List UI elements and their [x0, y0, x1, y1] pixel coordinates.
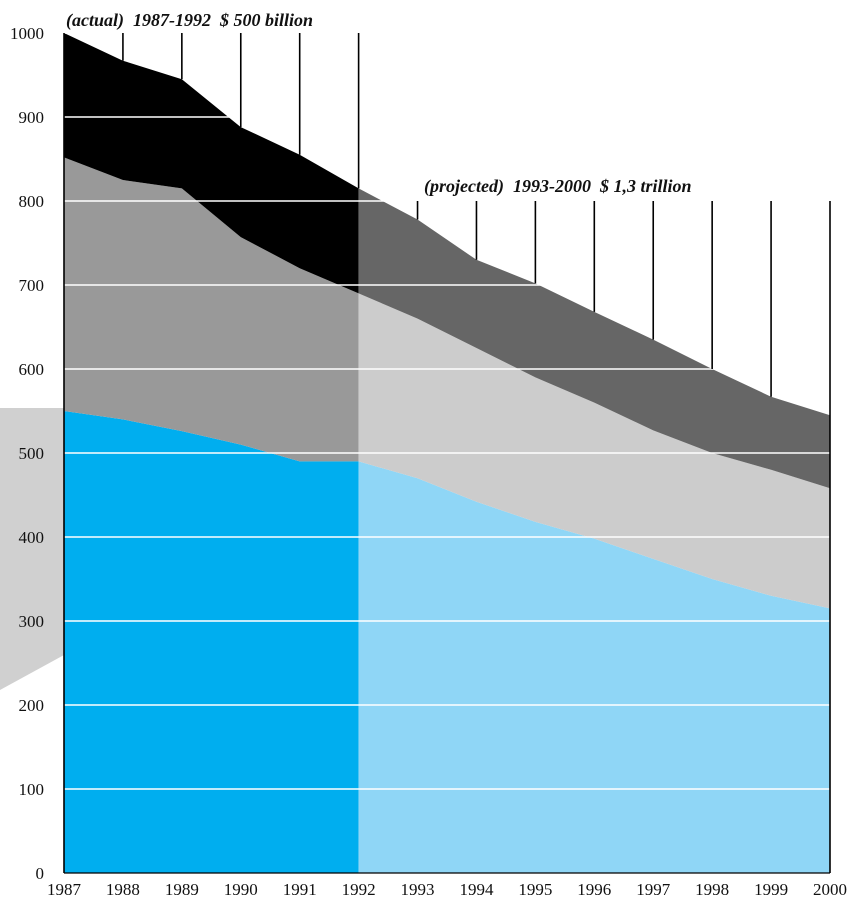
x-tick-label-1995: 1995: [518, 880, 552, 899]
projected-annotation: (projected) 1993-2000 $ 1,3 trillion: [424, 176, 691, 197]
y-tick-label-700: 700: [19, 276, 45, 295]
x-tick-label-1993: 1993: [401, 880, 435, 899]
x-tick-label-1997: 1997: [636, 880, 671, 899]
y-tick-label-900: 900: [19, 108, 45, 127]
gridlines: [64, 32, 830, 790]
area-layer-1-projected: [358, 461, 830, 873]
area-layer-2-actual: [64, 157, 359, 462]
area-layer-3-projected: [358, 188, 830, 489]
area-layer-1-actual: [64, 411, 359, 873]
actual-annotation: (actual) 1987-1992 $ 500 billion: [66, 10, 313, 31]
y-tick-label-200: 200: [19, 696, 45, 715]
x-axis-labels: 1987 1988 1989 1990 1991 1992 1993 1994 1995 1996…: [47, 880, 847, 899]
decorative-gray-wedge: [0, 408, 64, 690]
y-tick-label-800: 800: [19, 192, 45, 211]
y-tick-label-500: 500: [19, 444, 45, 463]
y-tick-label-1000: 1000: [10, 24, 44, 43]
x-tick-label-2000: 2000: [813, 880, 847, 899]
x-tick-label-1988: 1988: [106, 880, 140, 899]
y-tick-label-600: 600: [19, 360, 45, 379]
x-tick-label-1991: 1991: [283, 880, 317, 899]
x-tick-label-1990: 1990: [224, 880, 258, 899]
x-tick-label-1989: 1989: [165, 880, 199, 899]
y-axis-labels: 0 100 200 300 400 500 600 700 800 900 1000: [10, 24, 44, 883]
y-tick-label-300: 300: [19, 612, 45, 631]
area-layers: [64, 33, 830, 873]
x-tick-label-1998: 1998: [695, 880, 729, 899]
x-tick-label-1996: 1996: [577, 880, 611, 899]
area-layer-3-actual: [64, 33, 359, 294]
y-tick-label-0: 0: [36, 864, 45, 883]
year-spikes: [63, 33, 831, 874]
x-tick-label-1999: 1999: [754, 880, 788, 899]
x-tick-label-1987: 1987: [47, 880, 82, 899]
area-layer-2-projected: [358, 293, 830, 609]
x-tick-label-1994: 1994: [459, 880, 494, 899]
y-tick-label-100: 100: [19, 780, 45, 799]
y-tick-label-400: 400: [19, 528, 45, 547]
x-tick-label-1992: 1992: [342, 880, 376, 899]
